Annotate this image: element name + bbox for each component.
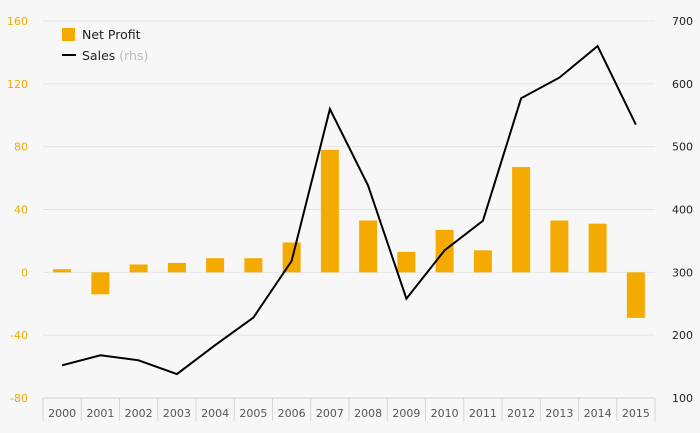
- y-right-tick-label: 100: [672, 392, 693, 405]
- x-tick-label: 2008: [354, 407, 382, 420]
- y-right-tick-label: 300: [672, 266, 693, 279]
- net-profit-bar: [626, 272, 645, 318]
- y-right-tick-label: 200: [672, 329, 693, 342]
- legend-label-sales-sub: (rhs): [119, 48, 148, 63]
- net-profit-bar: [53, 269, 72, 273]
- gridlines: [43, 20, 655, 336]
- net-profit-bar: [320, 149, 339, 273]
- y-left-tick-label: 40: [14, 204, 28, 217]
- net-profit-bar: [359, 220, 378, 273]
- x-tick-label: 2006: [278, 407, 306, 420]
- y-left-tick-label: 80: [14, 141, 28, 154]
- y-right-tick-label: 500: [672, 141, 693, 154]
- net-profit-bar: [129, 264, 148, 273]
- y-right-tick-label: 400: [672, 204, 693, 217]
- y-left-tick-label: -40: [10, 329, 28, 342]
- x-tick-label: 2009: [392, 407, 420, 420]
- legend: Net Profit Sales (rhs): [62, 27, 148, 63]
- x-tick-label: 2012: [507, 407, 535, 420]
- axes: -80 -40 0 40 80 120 160 100 200 300 400 500 600 700 20…: [7, 15, 693, 421]
- x-tick-label: 2001: [86, 407, 114, 420]
- x-tick-label: 2003: [163, 407, 191, 420]
- x-tick-label: 2000: [48, 407, 76, 420]
- net-profit-bar: [550, 220, 569, 273]
- net-profit-bar: [206, 258, 225, 273]
- x-tick-label: 2014: [584, 407, 612, 420]
- y-right-tick-label: 600: [672, 78, 693, 91]
- x-tick-label: 2002: [125, 407, 153, 420]
- net-profit-bar: [91, 272, 110, 295]
- x-tick-label: 2005: [239, 407, 267, 420]
- net-profit-bar: [473, 250, 492, 273]
- y-left-tick-label: -80: [10, 392, 28, 405]
- x-tick-label: 2011: [469, 407, 497, 420]
- y-left-tick-label: 160: [7, 15, 28, 28]
- y-right-tick-label: 700: [672, 15, 693, 28]
- x-tick-label: 2007: [316, 407, 344, 420]
- net-profit-bar: [167, 262, 186, 273]
- y-left-tick-label: 0: [21, 266, 28, 279]
- legend-label-sales-name: Sales: [82, 48, 115, 63]
- x-tick-label: 2015: [622, 407, 650, 420]
- net-profit-bar: [588, 223, 607, 273]
- net-profit-bars: [53, 149, 645, 318]
- sales-line-group: [61, 44, 637, 376]
- x-tick-label: 2004: [201, 407, 229, 420]
- net-profit-bar: [512, 167, 531, 273]
- sales-line: [61, 44, 637, 376]
- x-tick-label: 2013: [545, 407, 573, 420]
- net-profit-bar: [244, 258, 263, 273]
- net-profit-bar: [397, 251, 416, 273]
- legend-label-sales: Sales (rhs): [82, 48, 148, 63]
- legend-swatch-net-profit: [62, 28, 75, 41]
- y-left-tick-label: 120: [7, 78, 28, 91]
- x-tick-label: 2010: [431, 407, 459, 420]
- legend-label-net-profit: Net Profit: [82, 27, 141, 42]
